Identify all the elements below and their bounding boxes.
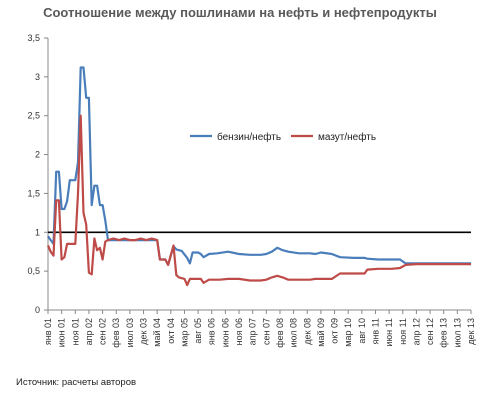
x-tick-label: май 09 (316, 318, 326, 347)
y-tick-label: 3,5 (27, 33, 40, 43)
x-tick-label: окт 04 (166, 318, 176, 344)
source-note: Источник: расчеты авторов (16, 377, 137, 388)
x-tick-label: сен 12 (425, 318, 435, 345)
x-tick-label: ноя 01 (70, 318, 80, 345)
plot-area: 0 0,5 1 1,5 2 2,5 3 3,5 янв 01 июн 01 ноя 01 апр 02… (27, 33, 476, 348)
x-tick-label: авг 10 (357, 318, 367, 344)
x-tick-label: июл 03 (125, 318, 135, 347)
x-tick-label: июл 08 (289, 318, 299, 347)
x-tick-label: апр 02 (84, 318, 94, 345)
x-tick-label: июл 13 (452, 318, 462, 347)
x-tick-label: дек 03 (139, 318, 149, 345)
series-line-1 (47, 66, 471, 266)
x-tick-label: ноя 11 (398, 318, 408, 345)
x-tick-label: ноя 06 (234, 318, 244, 345)
x-tick-label: сен 02 (98, 318, 108, 345)
x-tick-label: май 04 (152, 318, 162, 347)
x-tick-label: дек 13 (466, 318, 476, 345)
y-tick-label: 1 (35, 227, 40, 237)
y-tick-label: 0 (35, 305, 40, 315)
x-tick-label: апр 12 (411, 318, 421, 345)
x-tick-label: янв 11 (370, 318, 380, 344)
x-tick-label: дек 08 (302, 318, 312, 345)
y-tick-label: 3 (35, 72, 40, 82)
x-tick-label: июн 06 (220, 318, 230, 347)
x-tick-label: мар 05 (179, 318, 189, 347)
x-tick-label: янв 01 (43, 318, 53, 345)
x-tick-label: авг 05 (193, 318, 203, 344)
y-tick-label: 2,5 (27, 111, 40, 121)
x-tick-label: апр 07 (248, 318, 258, 345)
x-tick-label: фев 13 (439, 318, 449, 348)
x-tick-label: фев 08 (275, 318, 285, 348)
x-tick-label: сен 07 (261, 318, 271, 345)
y-tick-label: 2 (35, 150, 40, 160)
series-line-2 (46, 114, 471, 287)
y-tick-label: 0,5 (27, 266, 40, 276)
legend-label-1: бензин/нефть (217, 131, 281, 143)
x-tick-label: мар 10 (343, 318, 353, 347)
x-tick-label: фев 03 (111, 318, 121, 348)
legend-label-2: мазут/нефть (318, 131, 376, 143)
x-tick-label: окт 09 (330, 318, 340, 344)
chart-title: Соотношение между пошлинами на нефть и н… (43, 5, 437, 20)
x-tick-label: янв 06 (207, 318, 217, 345)
y-tick-label: 1,5 (27, 188, 40, 198)
x-tick-label: июн 11 (384, 318, 394, 347)
x-tick-label: июн 01 (57, 318, 67, 347)
